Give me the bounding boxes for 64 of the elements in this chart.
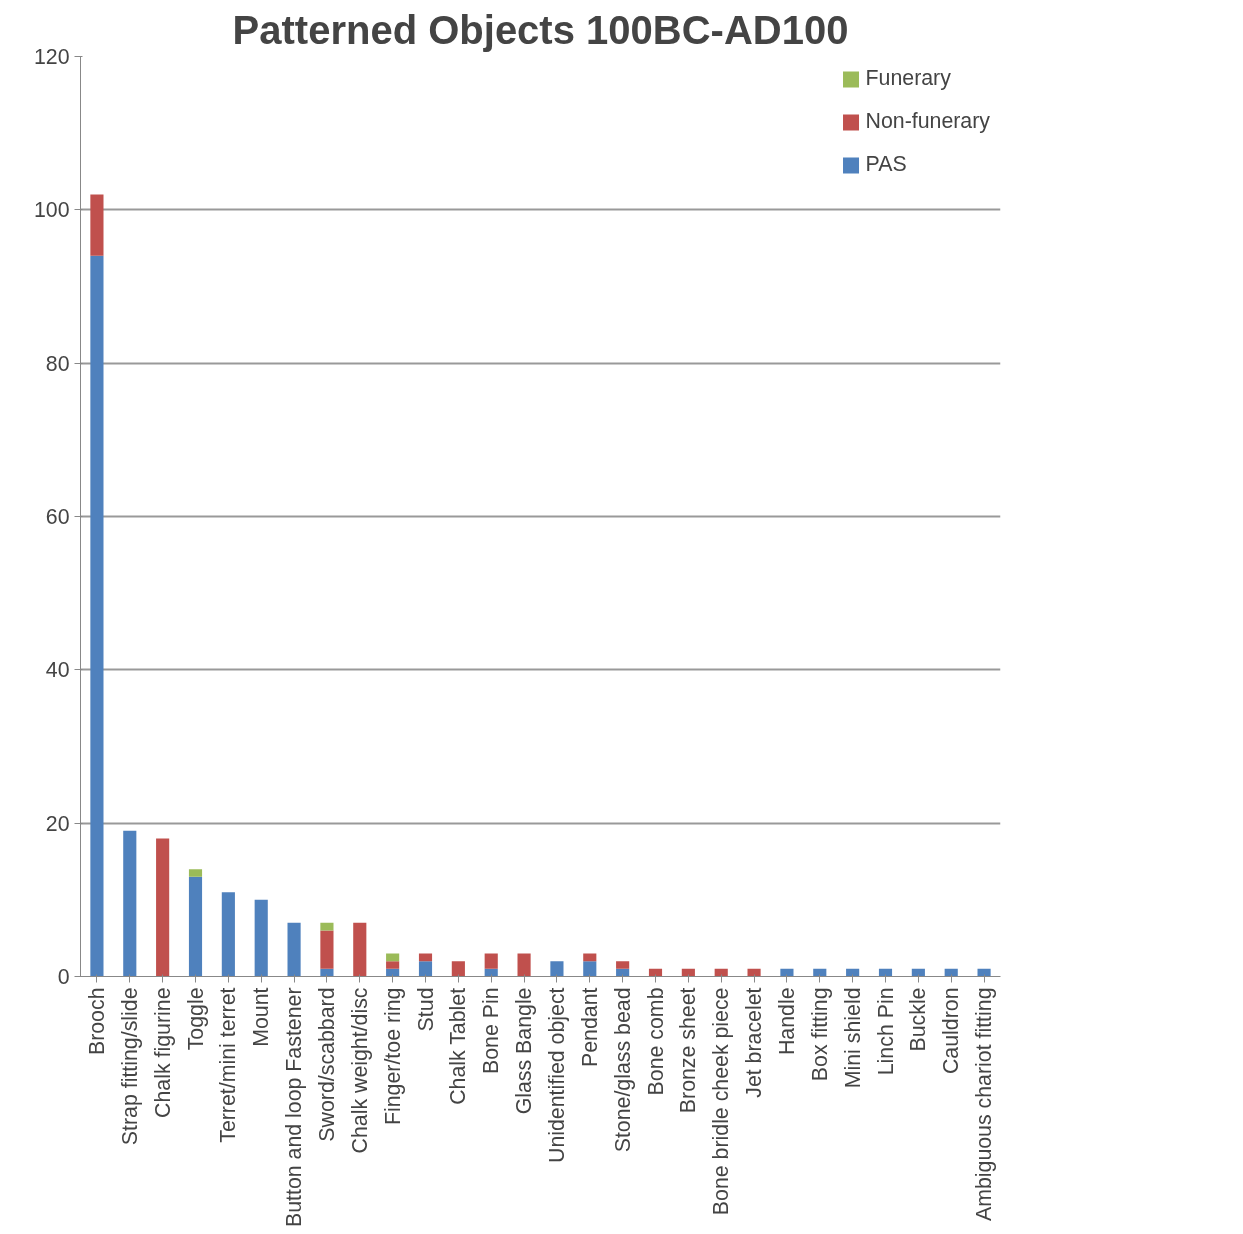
- bar: [188, 869, 203, 877]
- x-tick-label: Brooch: [84, 987, 109, 1056]
- bar: [386, 953, 400, 962]
- bar: [320, 922, 334, 931]
- x-tick-label: Ambiguous chariot fitting: [972, 987, 997, 1222]
- x-tick-label: Bone Pin: [479, 987, 504, 1075]
- bar: [451, 961, 465, 977]
- legend-label: Non-funerary: [865, 109, 990, 134]
- x-tick-label: Unidentified object: [544, 987, 569, 1163]
- bar: [418, 961, 433, 977]
- x-tick-label: Glass Bangle: [512, 987, 537, 1115]
- chart-title: Patterned Objects 100BC-AD100: [232, 7, 849, 52]
- legend-label: PAS: [865, 152, 907, 177]
- x-tick-label: Chalk weight/disc: [347, 987, 372, 1154]
- bar: [254, 899, 268, 977]
- bar: [90, 255, 104, 977]
- x-tick-label: Linch Pin: [873, 987, 898, 1076]
- bar: [583, 953, 597, 962]
- bar: [221, 892, 235, 977]
- bar: [90, 194, 104, 256]
- x-tick-label: Pendant: [577, 987, 602, 1067]
- y-tick-label: 100: [33, 198, 70, 223]
- x-tick-label: Cauldron: [939, 987, 964, 1075]
- x-tick-label: Toggle: [183, 987, 208, 1051]
- x-tick-label: Stud: [413, 987, 438, 1032]
- bar: [123, 830, 137, 977]
- bar: [320, 930, 334, 969]
- bar: [320, 968, 334, 977]
- bar: [780, 968, 794, 977]
- bar: [386, 961, 400, 969]
- y-tick-label: 0: [57, 965, 70, 989]
- bar: [353, 922, 367, 977]
- y-tick-label: 60: [45, 505, 70, 529]
- bar: [484, 953, 498, 969]
- x-tick-label: Jet bracelet: [742, 987, 767, 1098]
- y-tick-label: 40: [45, 658, 70, 683]
- bar: [550, 961, 564, 977]
- bar: [583, 961, 597, 977]
- x-tick-label: Sword/scabbard: [314, 987, 339, 1142]
- x-tick-label: Bronze sheet: [676, 987, 701, 1114]
- x-tick-label: Finger/toe ring: [380, 987, 405, 1126]
- y-tick-label: 20: [45, 811, 70, 836]
- bar: [616, 961, 630, 969]
- x-tick-label: Box fitting: [807, 987, 832, 1082]
- bar: [517, 953, 531, 977]
- bar: [156, 838, 170, 977]
- y-tick-label: 80: [45, 351, 70, 376]
- x-tick-label: Mini shield: [840, 987, 865, 1089]
- x-tick-label: Handle: [774, 987, 799, 1056]
- legend-label: Funerary: [865, 66, 951, 91]
- x-tick-label: Chalk figurine: [150, 987, 175, 1118]
- bar: [287, 922, 301, 977]
- y-tick-label: 120: [33, 45, 70, 69]
- x-tick-label: Strap fitting/slide: [117, 987, 142, 1146]
- x-tick-label: Terret/mini terret: [216, 987, 241, 1143]
- bar: [418, 953, 433, 962]
- x-tick-label: Buckle: [906, 987, 931, 1052]
- bar: [188, 876, 203, 977]
- x-tick-label: Button and loop Fastener: [282, 987, 307, 1228]
- x-tick-label: Chalk Tablet: [446, 987, 471, 1105]
- x-tick-label: Bone bridle cheek piece: [709, 987, 734, 1216]
- x-tick-label: Mount: [249, 987, 274, 1047]
- x-tick-label: Stone/glass bead: [610, 987, 635, 1153]
- x-tick-label: Bone comb: [643, 987, 668, 1096]
